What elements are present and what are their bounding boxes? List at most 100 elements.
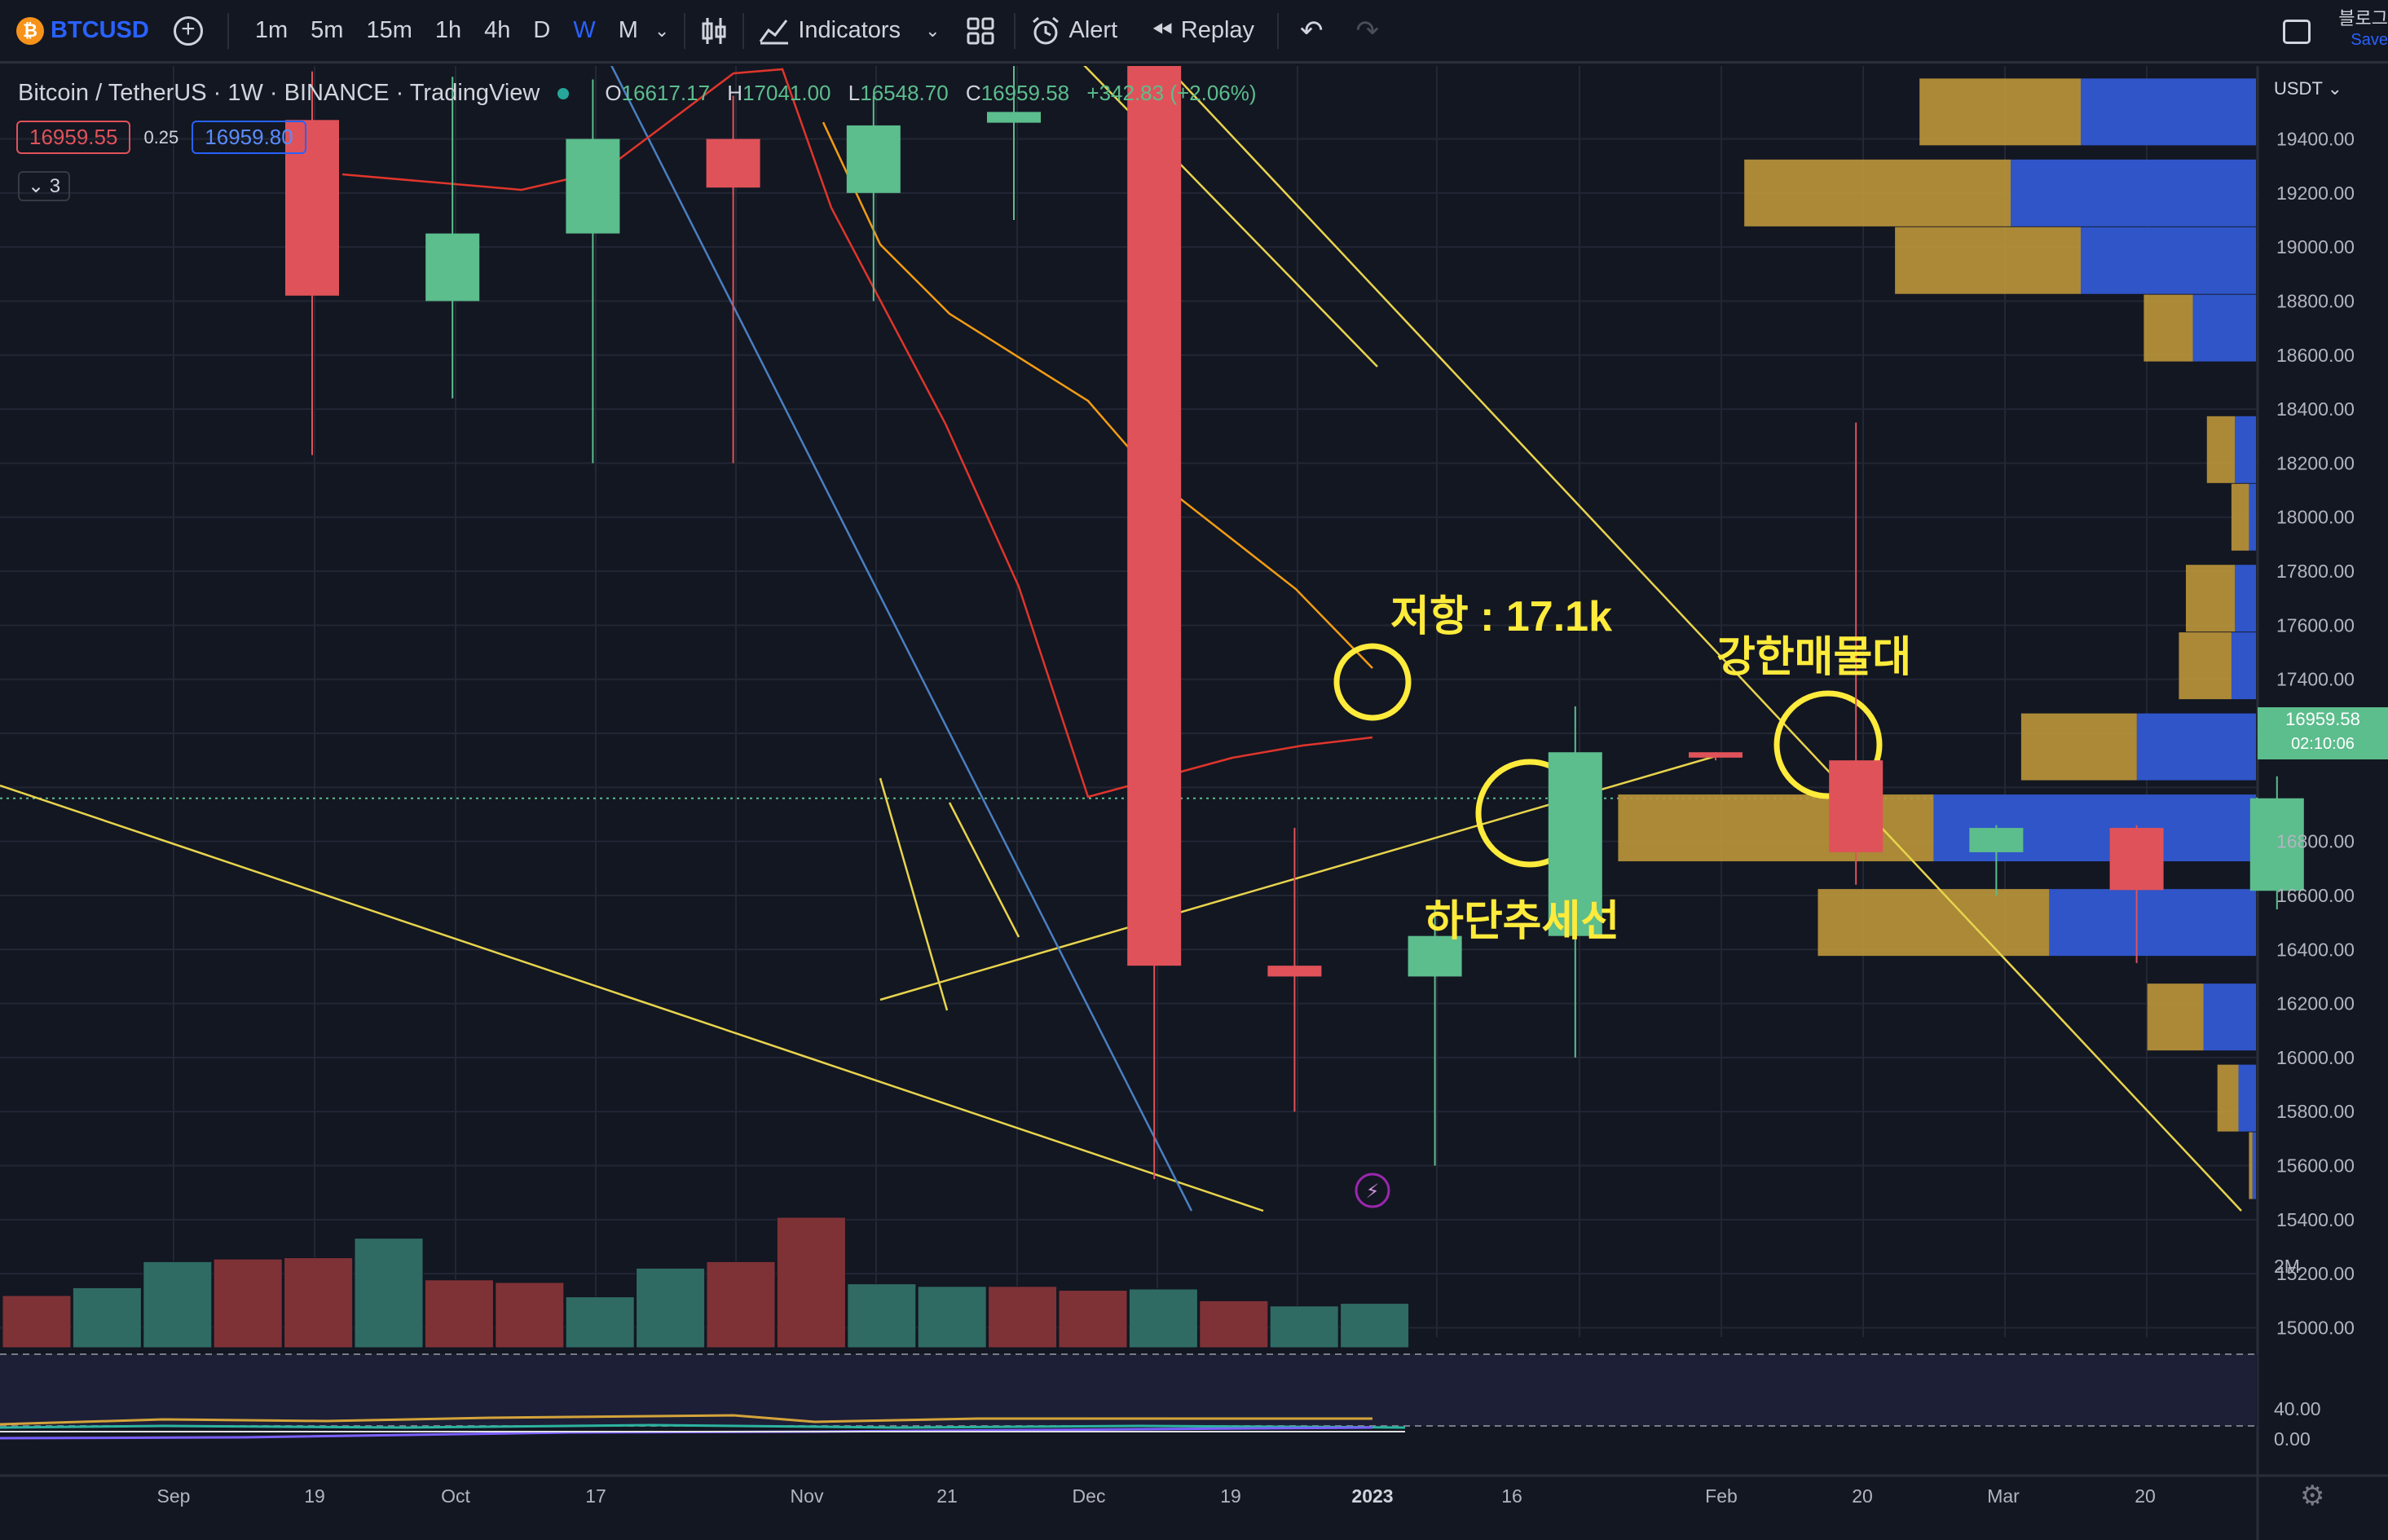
vp-sell-bar xyxy=(2249,483,2256,551)
interval-1h[interactable]: 1h xyxy=(434,17,462,43)
price-tick-label: 19400.00 xyxy=(2276,129,2355,150)
price-tick-label: 18200.00 xyxy=(2276,452,2355,473)
price-tick-label: 15600.00 xyxy=(2276,1155,2355,1177)
interval-M[interactable]: M xyxy=(618,17,638,43)
interval-15m[interactable]: 15m xyxy=(366,17,412,43)
vp-sell-bar xyxy=(2192,294,2256,362)
price-tick-label: 17600.00 xyxy=(2276,614,2355,636)
indicators-collapse-button[interactable]: ⌄ 3 xyxy=(18,171,71,201)
candle-body xyxy=(1548,752,1602,936)
currency-label: USDT xyxy=(2274,78,2323,99)
close-value: 16959.58 xyxy=(980,81,1070,105)
lightning-icon xyxy=(1355,1173,1390,1208)
toolbar-right: 블로그 Save xyxy=(2283,0,2388,64)
volume-bar xyxy=(847,1283,917,1349)
candles-icon xyxy=(702,17,726,44)
candle-body xyxy=(1969,828,2024,852)
vp-buy-bar xyxy=(1895,227,2081,294)
buy-price-button[interactable]: 16959.80 xyxy=(192,121,306,154)
spread-value: 0.25 xyxy=(143,126,179,147)
blog-label: 블로그 xyxy=(2338,8,2388,29)
volume-bar xyxy=(2,1295,72,1349)
time-tick-label: 20 xyxy=(2135,1485,2156,1507)
osc-line-yellow xyxy=(0,1414,1372,1426)
gear-icon[interactable]: ⚙ xyxy=(2300,1481,2325,1511)
save-button[interactable]: Save xyxy=(2351,31,2388,49)
vp-sell-bar xyxy=(2235,416,2256,483)
add-symbol-button[interactable]: + xyxy=(173,15,203,46)
interval-5m[interactable]: 5m xyxy=(311,17,344,43)
replay-button[interactable]: ⏪︎ Replay xyxy=(1152,15,1254,46)
oscillator-pane xyxy=(0,1353,2258,1440)
symbol-label[interactable]: BTCUSD xyxy=(51,17,149,43)
trendline-short-2 xyxy=(948,802,1020,938)
indicators-button[interactable]: Indicators xyxy=(759,17,901,45)
candle-body xyxy=(1408,935,1462,977)
chevron-down-icon[interactable]: ⌄ xyxy=(654,20,670,41)
chart-type-button[interactable] xyxy=(700,16,728,46)
candlestick-series xyxy=(285,66,2304,1180)
interval-D[interactable]: D xyxy=(533,17,551,43)
chevron-down-icon[interactable]: ⌄ xyxy=(925,20,941,41)
interval-4h[interactable]: 4h xyxy=(484,17,511,43)
price-tick-label: 15000.00 xyxy=(2276,1318,2355,1339)
volume-bar xyxy=(354,1238,424,1349)
vp-buy-bar xyxy=(2143,294,2193,362)
fullscreen-icon[interactable] xyxy=(2283,20,2311,44)
volume-bar xyxy=(495,1282,565,1349)
redo-icon[interactable]: ↷ xyxy=(1355,15,1380,46)
moving-average-orange xyxy=(822,121,1373,669)
price-tick-label: 18400.00 xyxy=(2276,398,2355,420)
last-price: 16959.58 xyxy=(2285,709,2360,729)
time-tick-label: 21 xyxy=(936,1485,958,1507)
osc-tick-label: 40.00 xyxy=(2274,1398,2321,1419)
resistance-circle xyxy=(1333,643,1412,721)
price-tick-label: 15200.00 xyxy=(2276,1263,2355,1284)
sell-price-button[interactable]: 16959.55 xyxy=(16,121,131,154)
supply-zone-circle xyxy=(1773,690,1883,799)
osc-line-teal xyxy=(0,1423,1406,1429)
price-tick-label: 19200.00 xyxy=(2276,183,2355,204)
volume-bar xyxy=(565,1296,635,1349)
time-tick-label: Dec xyxy=(1073,1485,1106,1507)
interval-W[interactable]: W xyxy=(573,17,596,43)
vp-buy-bar xyxy=(2249,1132,2253,1199)
alarm-clock-icon xyxy=(1032,16,1059,44)
price-tick-label: 15400.00 xyxy=(2276,1209,2355,1230)
candle-body xyxy=(1267,966,1322,977)
vp-sell-bar xyxy=(2081,227,2256,294)
volume-bar xyxy=(917,1286,987,1349)
lower-trendline-annotation: 하단추세선 xyxy=(1425,898,1620,945)
vp-sell-bar xyxy=(2238,1064,2256,1132)
vp-buy-bar xyxy=(1744,159,2011,227)
time-tick-label: 20 xyxy=(1852,1485,1873,1507)
vp-buy-bar xyxy=(2186,565,2236,632)
indicators-icon xyxy=(760,19,789,44)
time-tick-label: Sep xyxy=(157,1485,191,1507)
undo-icon[interactable]: ↶ xyxy=(1300,15,1324,46)
publish-area[interactable]: 블로그 Save xyxy=(2338,8,2388,51)
vp-sell-bar xyxy=(2011,159,2256,227)
price-tick-label: 18800.00 xyxy=(2276,290,2355,311)
volume-bar xyxy=(1269,1305,1339,1349)
currency-selector[interactable]: USDT ⌄ xyxy=(2274,78,2343,99)
osc-tick-label: 0.00 xyxy=(2274,1428,2311,1450)
candle-body xyxy=(1829,760,1884,852)
vp-sell-bar xyxy=(2049,889,2256,957)
interval-1m[interactable]: 1m xyxy=(254,17,289,43)
layouts-button[interactable] xyxy=(967,17,994,45)
interval-group: 1m 5m 15m 1h 4h D W M xyxy=(244,17,650,44)
indicators-label: Indicators xyxy=(798,17,901,43)
trendline-upper-fan xyxy=(0,784,1264,1212)
alert-button[interactable]: Alert xyxy=(1030,15,1117,46)
legend-title: Bitcoin / TetherUS · 1W · BINANCE · Trad… xyxy=(18,80,540,106)
market-status-dot xyxy=(557,87,570,99)
open-value: 16617.17 xyxy=(621,81,711,105)
candle-body xyxy=(566,139,620,234)
symbol-search[interactable]: ₿ BTCUSD xyxy=(16,16,149,45)
replay-label: Replay xyxy=(1180,17,1255,43)
chart-canvas[interactable]: ⚡ 19400.0019200.0019000.0018800.0018600.… xyxy=(0,66,2388,1540)
vp-sell-bar xyxy=(2136,713,2256,781)
volume-bar xyxy=(776,1217,846,1349)
indicator-count: 3 xyxy=(49,175,61,197)
